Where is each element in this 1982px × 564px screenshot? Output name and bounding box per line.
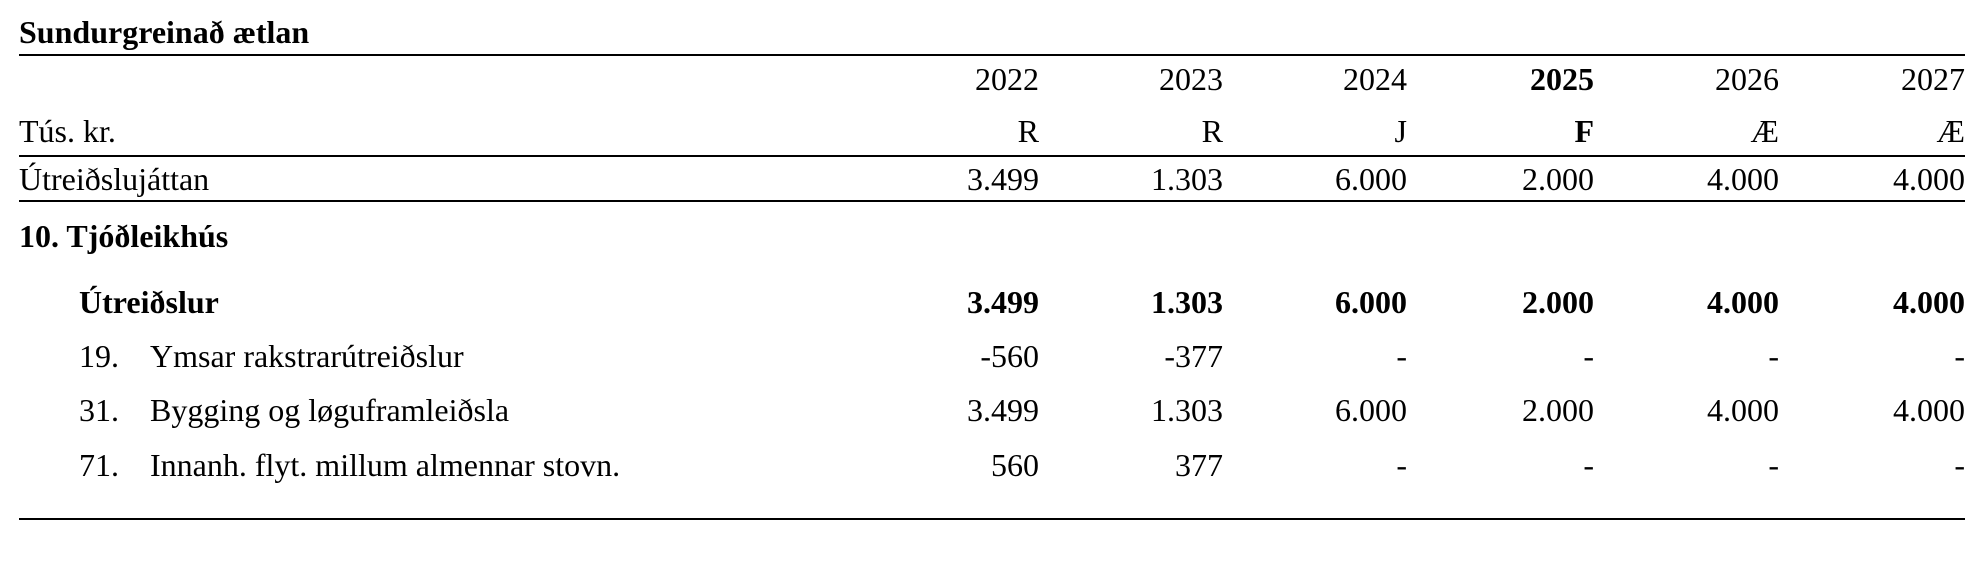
cell: 560 — [991, 447, 1039, 483]
year: 2024 — [1343, 61, 1407, 97]
code: R — [1201, 113, 1223, 149]
row-number: 19. — [79, 338, 119, 374]
year: 2025 — [1530, 61, 1594, 97]
rule — [19, 200, 1965, 202]
cell: - — [1583, 447, 1594, 483]
year: 2026 — [1715, 61, 1779, 97]
cell: 377 — [1175, 447, 1223, 483]
cell: 4.000 — [1893, 284, 1965, 320]
row-label: Ymsar rakstrarútreiðslur — [150, 338, 464, 374]
cell: -377 — [1164, 338, 1223, 374]
cell: 3.499 — [967, 161, 1039, 197]
year: 2022 — [975, 61, 1039, 97]
cell: - — [1768, 447, 1779, 483]
cell: 1.303 — [1151, 392, 1223, 428]
cell: 4.000 — [1707, 161, 1779, 197]
cell: 3.499 — [967, 392, 1039, 428]
cell: 4.000 — [1707, 284, 1779, 320]
row-label: Bygging og løguframleiðsla — [150, 392, 510, 428]
code: Æ — [1936, 113, 1965, 149]
row-label: Innanh. flyt. millum almennar stovn. — [150, 447, 621, 483]
code: J — [1394, 113, 1407, 149]
code: Æ — [1750, 113, 1779, 149]
row-label: Útreiðslur — [79, 284, 219, 320]
rule — [19, 54, 1965, 56]
code: F — [1574, 113, 1594, 149]
row-number: 71. — [79, 447, 119, 483]
cell: 3.499 — [967, 284, 1039, 320]
row-label: 10. Tjóðleikhús — [19, 218, 229, 254]
row-label: Útreiðslujáttan — [19, 161, 210, 197]
year: 2027 — [1901, 61, 1965, 97]
cell: - — [1396, 447, 1407, 483]
cell: - — [1768, 338, 1779, 374]
rule — [19, 518, 1965, 520]
cell: 1.303 — [1151, 284, 1223, 320]
cell: 6.000 — [1335, 161, 1407, 197]
rule — [19, 155, 1965, 157]
cell: 2.000 — [1522, 392, 1594, 428]
cell: 2.000 — [1522, 284, 1594, 320]
year: 2023 — [1159, 61, 1223, 97]
cell: 4.000 — [1707, 392, 1779, 428]
title: Sundurgreinað ætlan — [19, 14, 310, 50]
cell: 6.000 — [1335, 284, 1407, 320]
cell: -560 — [980, 338, 1039, 374]
cell: - — [1583, 338, 1594, 374]
cell: - — [1954, 447, 1965, 483]
unit: Tús. kr. — [19, 113, 116, 149]
cell: 4.000 — [1893, 392, 1965, 428]
cell: - — [1954, 338, 1965, 374]
cell: 2.000 — [1522, 161, 1594, 197]
cell: 4.000 — [1893, 161, 1965, 197]
cell: - — [1396, 338, 1407, 374]
cell: 6.000 — [1335, 392, 1407, 428]
code: R — [1017, 113, 1039, 149]
row-number: 31. — [79, 392, 119, 428]
cell: 1.303 — [1151, 161, 1223, 197]
